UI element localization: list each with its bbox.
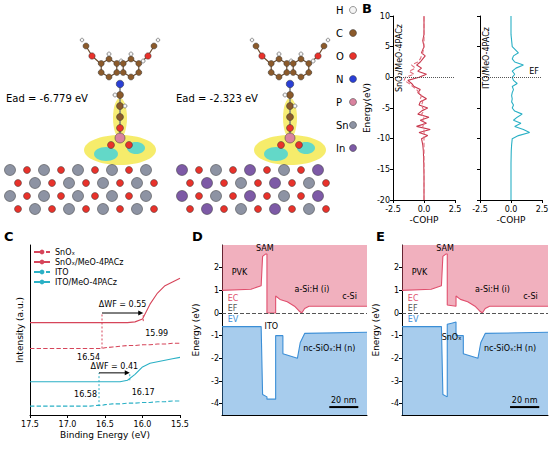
svg-text:SnOₓ: SnOₓ	[55, 248, 75, 257]
svg-text:2.5: 2.5	[536, 205, 549, 214]
svg-text:ΔWF = 0.55: ΔWF = 0.55	[99, 300, 147, 309]
svg-text:1: 1	[394, 286, 399, 295]
svg-text:-10: -10	[377, 134, 390, 143]
svg-text:PVK: PVK	[232, 268, 248, 277]
svg-text:O: O	[336, 51, 344, 62]
svg-text:EF: EF	[228, 304, 238, 313]
svg-text:-2.5: -2.5	[472, 205, 488, 214]
svg-text:c-Si: c-Si	[523, 292, 538, 301]
svg-text:ITO/MeO-4PACz: ITO/MeO-4PACz	[482, 27, 491, 89]
svg-text:SnOₓ/MeO-4PACz: SnOₓ/MeO-4PACz	[55, 258, 123, 267]
svg-text:EC: EC	[408, 294, 419, 303]
svg-text:EF: EF	[408, 304, 418, 313]
svg-text:nc-SiOₓ:H (n): nc-SiOₓ:H (n)	[303, 344, 355, 353]
svg-text:SAM: SAM	[436, 244, 454, 253]
svg-text:17.5: 17.5	[21, 420, 39, 429]
svg-text:-20: -20	[377, 196, 390, 205]
svg-text:17.0: 17.0	[59, 420, 77, 429]
svg-text:-1: -1	[211, 331, 219, 340]
svg-text:Binding Energy (eV): Binding Energy (eV)	[60, 430, 150, 440]
svg-text:a-Si:H (i): a-Si:H (i)	[294, 285, 329, 294]
svg-text:c-Si: c-Si	[342, 292, 357, 301]
svg-text:16.5: 16.5	[96, 420, 114, 429]
svg-text:nc-SiOₓ:H (n): nc-SiOₓ:H (n)	[484, 344, 536, 353]
svg-text:-3: -3	[211, 377, 219, 386]
svg-text:SnO₂/MeO-4PACz: SnO₂/MeO-4PACz	[395, 24, 404, 92]
svg-text:PVK: PVK	[412, 268, 428, 277]
svg-text:2.5: 2.5	[449, 205, 462, 214]
svg-text:20 nm: 20 nm	[512, 396, 538, 405]
svg-text:C: C	[4, 229, 14, 244]
svg-text:ΔWF = 0.41: ΔWF = 0.41	[91, 362, 139, 371]
svg-text:EC: EC	[228, 294, 239, 303]
svg-text:In: In	[336, 143, 345, 154]
svg-text:5: 5	[385, 42, 390, 51]
svg-text:H: H	[336, 5, 344, 16]
svg-text:P: P	[336, 97, 342, 108]
svg-text:-3: -3	[391, 377, 399, 386]
svg-text:-5: -5	[382, 104, 390, 113]
svg-text:0: 0	[214, 309, 219, 318]
svg-text:15.5: 15.5	[171, 420, 189, 429]
svg-text:N: N	[336, 74, 343, 85]
svg-text:-2: -2	[391, 354, 399, 363]
svg-text:Intensity (a.u.): Intensity (a.u.)	[15, 297, 25, 363]
svg-text:ITO/MeO-4PACz: ITO/MeO-4PACz	[55, 278, 117, 287]
svg-text:-2: -2	[211, 354, 219, 363]
svg-text:EV: EV	[408, 315, 419, 324]
svg-text:Ead = -6.779 eV: Ead = -6.779 eV	[6, 93, 88, 104]
svg-text:0: 0	[385, 73, 390, 82]
svg-text:EV: EV	[228, 315, 239, 324]
svg-text:10: 10	[380, 12, 390, 21]
svg-text:SAM: SAM	[256, 244, 274, 253]
svg-text:SnOₓ: SnOₓ	[442, 333, 462, 342]
svg-text:Energy (eV): Energy (eV)	[371, 303, 381, 356]
svg-text:16.0: 16.0	[134, 420, 152, 429]
svg-text:16.58: 16.58	[74, 390, 97, 399]
svg-text:0: 0	[394, 309, 399, 318]
svg-text:B: B	[362, 1, 372, 16]
svg-text:16.54: 16.54	[77, 353, 100, 362]
svg-text:-COHP: -COHP	[497, 215, 526, 225]
svg-text:Sn: Sn	[336, 120, 349, 131]
svg-text:-1: -1	[391, 331, 399, 340]
svg-text:20 nm: 20 nm	[331, 396, 357, 405]
svg-text:-4: -4	[391, 399, 399, 408]
svg-text:ITO: ITO	[265, 322, 279, 331]
svg-text:Energy (eV): Energy (eV)	[191, 303, 201, 356]
svg-text:0.0: 0.0	[505, 205, 518, 214]
svg-text:C: C	[336, 28, 343, 39]
svg-text:-4: -4	[211, 399, 219, 408]
svg-text:Ead = -2.323 eV: Ead = -2.323 eV	[176, 93, 258, 104]
svg-text:-COHP: -COHP	[410, 215, 439, 225]
svg-text:EF: EF	[529, 67, 539, 76]
svg-text:2: 2	[394, 263, 399, 272]
svg-text:-15: -15	[377, 165, 390, 174]
svg-text:-2.5: -2.5	[385, 205, 401, 214]
svg-text:D: D	[192, 229, 203, 244]
svg-text:ITO: ITO	[55, 268, 69, 277]
svg-text:a-Si:H (i): a-Si:H (i)	[475, 285, 510, 294]
svg-text:2: 2	[214, 263, 219, 272]
svg-text:1: 1	[214, 286, 219, 295]
svg-text:16.17: 16.17	[132, 388, 155, 397]
svg-text:E: E	[376, 229, 385, 244]
svg-text:Energy(eV): Energy(eV)	[362, 83, 372, 133]
svg-text:0.0: 0.0	[418, 205, 431, 214]
svg-text:15.99: 15.99	[145, 329, 168, 338]
